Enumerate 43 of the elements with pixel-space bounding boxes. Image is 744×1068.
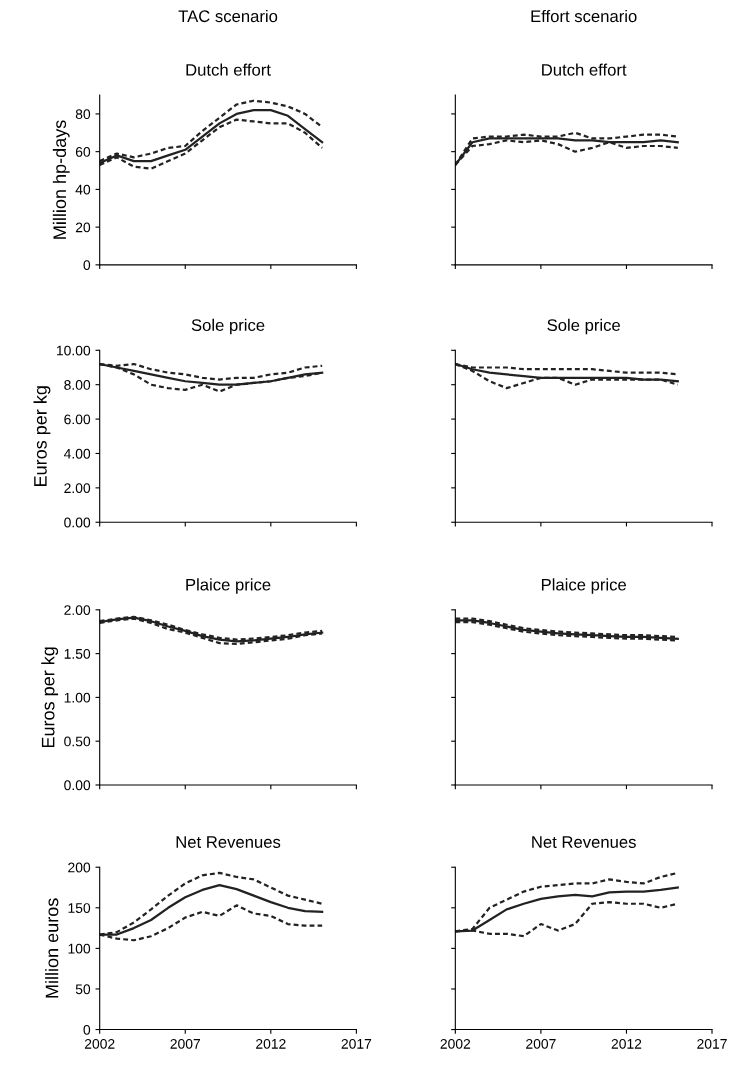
y-tick-label: 0 <box>83 1024 91 1035</box>
y-tick-label: 10.00 <box>56 345 91 356</box>
y-tick-label: 2.00 <box>64 483 91 494</box>
y-tick-label: 50 <box>75 984 91 995</box>
y-tick-label: 200 <box>68 862 91 873</box>
y-tick-label: 0 <box>83 260 91 271</box>
x-tick-label: 2017 <box>341 1038 372 1049</box>
y-tick-label: 4.00 <box>63 448 91 459</box>
x-tick-label: 2002 <box>440 1038 471 1049</box>
x-tick-label: 2007 <box>170 1038 201 1049</box>
chart-title: Dutch effort <box>186 63 271 76</box>
y-axis-title: Euros per kg <box>33 386 51 486</box>
y-tick-label: 80 <box>75 109 91 120</box>
x-tick-label: 2012 <box>256 1038 286 1049</box>
chart-title: Sole price <box>547 318 620 335</box>
y-tick-label: 8.00 <box>64 380 91 390</box>
y-tick-label: 150 <box>68 903 91 913</box>
y-tick-label: 1.50 <box>64 648 91 659</box>
y-tick-label: 0.50 <box>64 736 91 747</box>
y-tick-label: 6.00 <box>64 414 91 425</box>
chart-title: Plaice price <box>541 578 626 594</box>
y-tick-label: 60 <box>75 146 91 157</box>
y-tick-label: 0.00 <box>64 780 91 791</box>
x-tick-label: 2017 <box>697 1038 727 1049</box>
x-tick-label: 2012 <box>611 1038 642 1049</box>
x-tick-label: 2002 <box>84 1038 115 1049</box>
text: TAC scenario <box>178 9 278 23</box>
y-axis-title: Euros per kg <box>41 647 59 748</box>
y-tick-label: 100 <box>68 943 91 954</box>
y-axis-title: Million hp-days <box>52 120 70 239</box>
x-tick-label: 2007 <box>526 1038 556 1049</box>
text: Effort scenario <box>531 9 637 23</box>
y-tick-label: 1.00 <box>64 692 91 703</box>
chart-title: Net Revenues <box>176 836 281 848</box>
y-tick-label: 0.00 <box>64 517 91 528</box>
chart-title: Dutch effort <box>542 63 627 76</box>
y-tick-label: 2.00 <box>64 605 91 615</box>
chart-title: Sole price <box>191 318 265 335</box>
chart-title: Plaice price <box>186 578 271 594</box>
y-tick-label: 20 <box>75 222 91 233</box>
y-tick-label: 40 <box>75 184 91 195</box>
chart-title: Net Revenues <box>532 836 636 848</box>
y-axis-title: Million euros <box>45 898 59 998</box>
